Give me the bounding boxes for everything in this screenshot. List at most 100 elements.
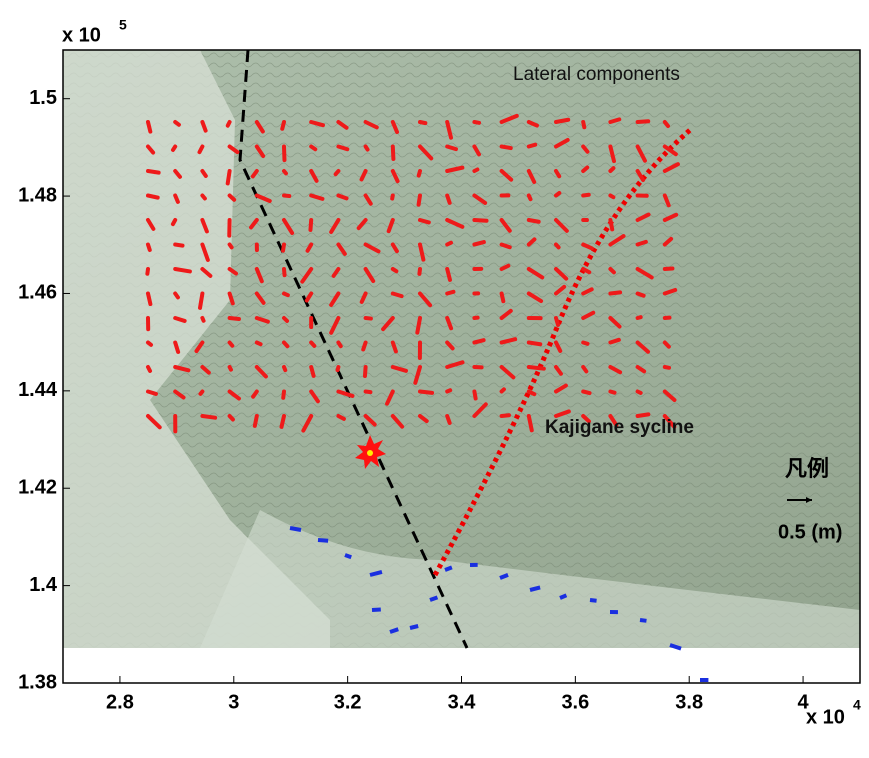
- displacement-vector: [255, 416, 257, 426]
- displacement-vector: [148, 196, 158, 198]
- river-segment: [430, 597, 437, 600]
- displacement-vector: [419, 269, 420, 274]
- displacement-vector: [228, 122, 230, 126]
- displacement-vector: [175, 269, 190, 271]
- displacement-vector: [283, 245, 284, 251]
- displacement-vector: [148, 367, 150, 371]
- y-tick-label: 1.42: [18, 477, 57, 499]
- displacement-vector: [638, 242, 646, 245]
- displacement-vector: [447, 147, 456, 150]
- displacement-vector: [311, 147, 315, 150]
- displacement-vector: [338, 367, 339, 370]
- displacement-vector: [610, 119, 619, 122]
- displacement-vector: [638, 121, 649, 122]
- displacement-vector: [338, 343, 340, 347]
- displacement-vector: [284, 171, 286, 173]
- displacement-vector: [556, 120, 568, 122]
- displacement-vector: [338, 147, 347, 150]
- displacement-vector: [175, 343, 178, 353]
- displacement-vector: [502, 389, 504, 391]
- displacement-vector: [147, 269, 148, 274]
- displacement-vector: [202, 196, 204, 199]
- x-tick-label: 3.8: [675, 691, 703, 713]
- displacement-vector: [284, 269, 285, 275]
- displacement-vector: [202, 171, 205, 176]
- displacement-vector: [284, 367, 285, 370]
- x-tick-label: 3: [228, 691, 239, 713]
- y-tick-label: 1.4: [29, 574, 58, 596]
- y-tick-label: 1.38: [18, 671, 57, 693]
- displacement-vector: [366, 318, 371, 319]
- displacement-vector: [148, 122, 150, 132]
- displacement-vector: [148, 343, 151, 345]
- y-tick-label: 1.44: [18, 379, 58, 401]
- displacement-vector: [447, 196, 449, 203]
- displacement-vector: [228, 171, 230, 183]
- displacement-vector: [175, 122, 179, 125]
- river-segment: [640, 620, 646, 621]
- displacement-vector: [556, 193, 559, 196]
- displacement-vector: [610, 196, 613, 198]
- displacement-vector: [148, 245, 150, 251]
- displacement-vector: [447, 269, 450, 280]
- displacement-vector: [665, 367, 669, 368]
- displacement-vector: [393, 147, 394, 160]
- displacement-vector: [583, 343, 587, 344]
- river-segment: [530, 587, 540, 590]
- displacement-vector: [363, 343, 365, 350]
- river-segment: [445, 567, 452, 570]
- displacement-vector: [284, 196, 289, 197]
- legend-title: 凡例: [785, 456, 829, 481]
- displacement-vector: [148, 392, 156, 394]
- displacement-vector: [447, 292, 453, 294]
- displacement-vector: [175, 318, 184, 321]
- annotation: Kajigane sycline: [545, 417, 694, 438]
- displacement-vector: [230, 367, 231, 370]
- displacement-vector: [583, 122, 584, 127]
- map-figure: 2.833.23.43.63.841.381.41.421.441.461.48…: [0, 0, 869, 758]
- displacement-vector: [556, 318, 558, 325]
- displacement-vector: [447, 416, 449, 423]
- displacement-vector: [284, 318, 287, 321]
- x-tick-label: 3.6: [561, 691, 589, 713]
- displacement-vector: [665, 122, 668, 126]
- displacement-vector: [583, 269, 589, 272]
- displacement-vector: [338, 196, 346, 199]
- displacement-vector: [365, 367, 366, 376]
- displacement-vector: [392, 196, 393, 199]
- displacement-vector: [529, 392, 535, 395]
- displacement-vector: [502, 415, 509, 416]
- displacement-vector: [419, 171, 420, 176]
- displacement-vector: [529, 367, 544, 369]
- river-segment: [560, 595, 566, 598]
- displacement-vector: [583, 195, 589, 196]
- displacement-vector: [366, 392, 371, 393]
- displacement-vector: [502, 294, 504, 302]
- y-exponent-power: 5: [119, 17, 127, 33]
- displacement-vector: [474, 340, 483, 342]
- displacement-vector: [393, 294, 402, 297]
- displacement-vector: [202, 318, 203, 321]
- displacement-vector: [474, 170, 477, 171]
- displacement-vector: [230, 318, 239, 319]
- displacement-vector: [282, 122, 284, 129]
- displacement-vector: [175, 196, 178, 202]
- river-segment: [590, 600, 597, 601]
- x-tick-label: 2.8: [106, 691, 134, 713]
- displacement-vector: [284, 294, 288, 296]
- displacement-vector: [447, 243, 451, 245]
- displacement-vector: [366, 147, 368, 150]
- displacement-vector: [173, 147, 175, 150]
- displacement-vector: [529, 343, 540, 345]
- displacement-vector: [338, 416, 343, 419]
- displacement-vector: [419, 196, 420, 205]
- displacement-vector: [230, 343, 233, 346]
- y-tick-label: 1.46: [18, 282, 57, 304]
- displacement-vector: [529, 196, 531, 200]
- displacement-vector: [474, 392, 475, 399]
- displacement-vector: [583, 367, 586, 371]
- displacement-vector: [583, 392, 589, 394]
- displacement-vector: [417, 318, 420, 333]
- river-segment: [390, 629, 398, 632]
- displacement-vector: [230, 245, 232, 248]
